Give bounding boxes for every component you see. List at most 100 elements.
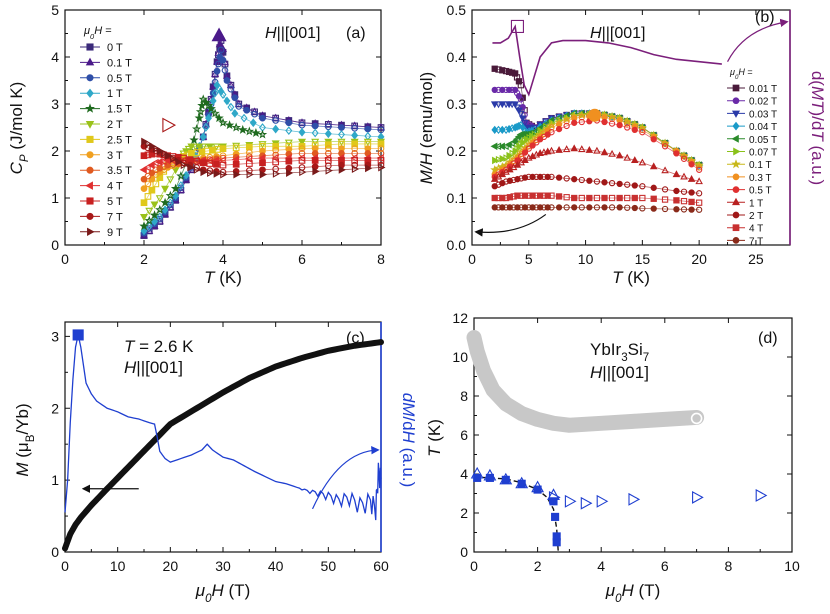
data-point — [257, 129, 268, 139]
data-point — [175, 157, 183, 166]
data-point — [324, 129, 332, 139]
data-point — [194, 113, 205, 123]
data-point — [144, 180, 152, 188]
x-tick-label: 0 — [61, 558, 69, 574]
data-point — [151, 217, 159, 226]
data-point — [311, 128, 319, 138]
data-point — [200, 168, 208, 177]
data-point — [240, 113, 248, 123]
data-point — [577, 110, 587, 119]
data-point — [563, 175, 570, 182]
legend-marker — [85, 121, 95, 129]
data-point — [688, 206, 695, 213]
data-point — [337, 130, 346, 139]
data-point — [338, 124, 345, 131]
data-point — [365, 164, 373, 173]
data-point — [624, 124, 631, 131]
data-point — [506, 194, 514, 201]
legend-label: 2.5 T — [107, 134, 132, 146]
data-point — [285, 126, 293, 136]
y-tick-label: 0.4 — [447, 49, 467, 65]
data-point — [624, 120, 631, 127]
data-point — [586, 194, 593, 202]
y-tick-label: 1 — [51, 472, 59, 488]
data-point-square — [473, 473, 482, 482]
data-point — [298, 157, 306, 164]
data-point — [176, 185, 185, 193]
series-0T — [140, 37, 385, 239]
legend-marker — [86, 135, 94, 143]
data-point — [517, 96, 524, 103]
data-point — [251, 128, 261, 137]
data-point — [520, 120, 529, 128]
data-point — [517, 110, 525, 118]
data-point — [145, 139, 153, 148]
data-point — [219, 161, 227, 169]
data-point — [680, 155, 688, 162]
data-point — [639, 183, 646, 190]
series-line — [143, 40, 382, 236]
legend-label: 0.1 T — [749, 160, 772, 171]
data-point — [324, 145, 332, 152]
y-tick-label: 0 — [460, 544, 468, 560]
data-point — [377, 140, 385, 148]
data-point — [624, 204, 631, 211]
data-point — [624, 181, 631, 188]
data-point — [164, 151, 173, 160]
y-tick-label: 8 — [460, 388, 468, 404]
data-point — [505, 124, 513, 134]
data-point — [530, 128, 538, 136]
x-tick-label: 5 — [525, 251, 533, 267]
legend-label: 4 T — [107, 181, 123, 193]
data-point — [593, 194, 601, 202]
data-point — [284, 139, 293, 147]
data-point — [512, 86, 519, 94]
legend-marker — [732, 121, 740, 131]
data-point-triangle-right — [596, 494, 609, 508]
data-point — [695, 206, 703, 213]
legend-label: 3.5 T — [107, 165, 132, 177]
data-point — [325, 166, 333, 175]
data-point — [377, 157, 385, 164]
highlight-marker — [72, 329, 84, 341]
data-point — [312, 167, 320, 176]
annotation-temperature: T = 2.6 K — [124, 337, 194, 356]
data-point-square — [517, 479, 526, 488]
data-point — [639, 129, 646, 136]
data-point — [272, 142, 280, 150]
data-point — [231, 122, 241, 132]
data-point — [688, 161, 695, 168]
plot-frame — [64, 321, 382, 553]
series-9T — [141, 137, 386, 179]
legend-marker — [731, 134, 739, 143]
data-point — [199, 159, 207, 167]
data-point — [170, 154, 178, 163]
y-axis-title: T (K) — [425, 419, 444, 457]
y-tick-label: 10 — [452, 349, 468, 365]
data-point — [199, 132, 207, 142]
data-point-square — [552, 538, 561, 547]
x-tick-label: 0 — [470, 558, 478, 574]
x-axis-title: μ0H (T) — [605, 581, 660, 605]
legend-label: 4 T — [749, 224, 763, 235]
legend-marker — [732, 97, 740, 105]
data-point — [157, 146, 165, 156]
data-point — [232, 142, 241, 151]
x-tick-label: 15 — [635, 251, 651, 267]
data-point — [223, 96, 231, 106]
data-point — [187, 163, 195, 172]
data-point-triangle-right — [692, 490, 704, 504]
data-point — [180, 154, 187, 162]
data-point — [639, 194, 646, 202]
y-tick-label: 0.1 — [447, 190, 467, 206]
y-axis-title: M (μB/Yb) — [13, 403, 37, 476]
data-point — [578, 118, 585, 126]
data-point — [680, 188, 688, 195]
data-point — [680, 206, 688, 213]
y-axis-title: CP (J/mol K) — [7, 82, 31, 175]
panel-b: 0 5 10 15 20 25 0.0 0.1 0.2 0.3 0.4 0.5 μ0H = 0.01 T 0… — [417, 2, 827, 287]
data-point — [145, 207, 154, 216]
data-point — [213, 169, 221, 178]
highlight-marker — [588, 108, 602, 122]
data-point — [311, 122, 319, 130]
